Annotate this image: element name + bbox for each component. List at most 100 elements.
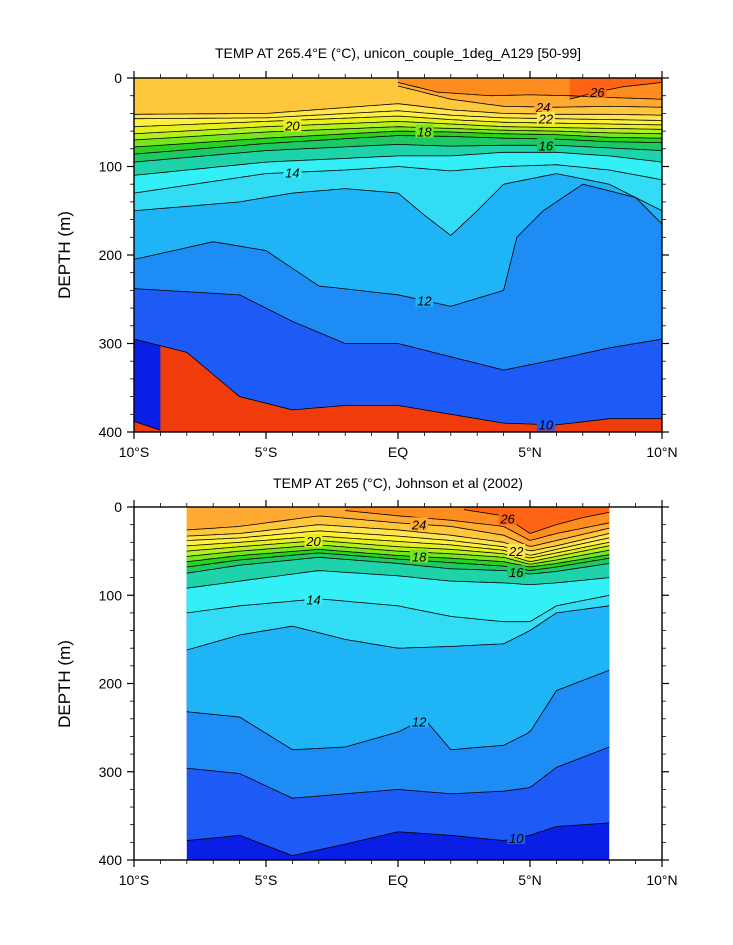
top-contour-16 [134, 143, 662, 163]
bottom-xtick-label-4: 10°N [646, 872, 677, 888]
bottom-contour-label-bg-26 [498, 511, 517, 525]
bottom-contour-label-18: 18 [412, 550, 427, 565]
bottom-contour-17 [186, 552, 610, 571]
bottom-ytick-label-1: 100 [99, 587, 123, 603]
top-contour-label-16: 16 [539, 138, 554, 153]
top-contour-20 [134, 120, 662, 135]
bottom-contour-label-26: 26 [499, 511, 515, 526]
bottom-contour-label-bg-12 [410, 714, 429, 728]
bottom-contour-19 [186, 544, 610, 565]
top-contour-label-bg-24 [534, 99, 553, 113]
bottom-contour-label-24: 24 [411, 517, 426, 532]
bottom-contour-18 [186, 549, 610, 568]
bottom-contour-13 [186, 605, 610, 651]
top-xtick-label-0: 10°S [119, 444, 150, 460]
top-contour-label-22: 22 [538, 112, 554, 127]
top-panel-ylabel: DEPTH (m) [55, 211, 74, 299]
top-contour-label-20: 20 [284, 119, 300, 134]
bottom-contour-10 [186, 822, 610, 857]
top-contour-label-bg-12 [415, 293, 434, 307]
top-contour-label-bg-20 [283, 118, 302, 132]
bottom-contour-label-bg-20 [304, 533, 323, 547]
top-ytick-label-1: 100 [99, 159, 123, 175]
top-panel-title: TEMP AT 265.4°E (°C), unicon_couple_1deg… [215, 45, 581, 61]
top-contour-18 [134, 130, 662, 148]
top-contour-label-bg-22 [536, 111, 555, 125]
bottom-xtick-label-2: EQ [388, 872, 408, 888]
bottom-contour-21 [186, 535, 610, 559]
top-xtick-label-2: EQ [388, 444, 408, 460]
top-contour-label-bg-10 [536, 417, 555, 431]
bottom-contour-label-bg-24 [410, 517, 429, 531]
bottom-contour-label-16: 16 [509, 565, 524, 580]
bottom-contour-label-bg-22 [507, 543, 526, 557]
top-contour-label-bg-26 [588, 84, 607, 98]
bottom-contour-11 [186, 746, 610, 799]
bottom-contour-23 [186, 524, 610, 552]
top-contour-9 [134, 421, 161, 431]
top-contour-26 [569, 82, 662, 100]
top-ytick-label-2: 200 [99, 247, 123, 263]
bottom-xtick-label-0: 10°S [119, 872, 150, 888]
bottom-ytick-label-3: 300 [99, 764, 123, 780]
top-contour-10 [134, 338, 662, 426]
bottom-contour-label-10: 10 [509, 831, 524, 846]
bottom-xtick-label-3: 5°N [518, 872, 542, 888]
bottom-contour-15 [186, 570, 610, 589]
bottom-contour-label-20: 20 [305, 534, 321, 549]
top-contour-17 [134, 135, 662, 155]
top-xtick-label-3: 5°N [518, 444, 542, 460]
bottom-contour-25 [345, 510, 610, 541]
top-ytick-label-4: 400 [99, 424, 123, 440]
top-contour-13 [134, 173, 662, 237]
bottom-contour-22 [186, 530, 610, 556]
bottom-contour-label-bg-10 [507, 831, 526, 845]
top-contour-label-bg-14 [283, 165, 302, 179]
bottom-contour-24 [186, 515, 610, 547]
top-contour-label-bg-18 [415, 124, 434, 138]
top-panel: TEMP AT 265.4°E (°C), unicon_couple_1deg… [55, 45, 678, 460]
top-panel-axes: 10°S 5°S EQ 5°N 10°N 0 100 200 300 400 [99, 70, 678, 460]
top-contour-14 [134, 164, 662, 194]
bottom-contour-20 [186, 540, 610, 562]
top-contour-11 [134, 288, 662, 371]
top-contour-15 [134, 151, 662, 176]
top-contour-21 [134, 115, 662, 128]
top-contour-label-10: 10 [539, 418, 554, 433]
top-contour-23 [134, 103, 662, 116]
bottom-contour-26 [463, 509, 610, 534]
bottom-panel-contours [186, 509, 610, 857]
bottom-ytick-label-0: 0 [114, 499, 122, 515]
top-contour-24 [397, 85, 662, 108]
bottom-panel: TEMP AT 265 (°C), Johnson et al (2002) 2… [55, 475, 678, 888]
bottom-contour-12 [186, 669, 610, 751]
top-fill-band-26 [569, 78, 662, 100]
bottom-panel-ylabel: DEPTH (m) [55, 640, 74, 728]
top-contour-label-18: 18 [417, 125, 432, 140]
bottom-panel-fill [186, 507, 610, 860]
bottom-contour-label-14: 14 [306, 592, 320, 607]
top-contour-label-bg-16 [536, 138, 555, 152]
bottom-xtick-label-1: 5°S [255, 872, 278, 888]
bottom-contour-label-bg-18 [410, 549, 429, 563]
top-ytick-label-0: 0 [114, 70, 122, 86]
top-contour-25 [397, 82, 662, 100]
top-contour-label-24: 24 [535, 100, 550, 115]
bottom-contour-label-12: 12 [412, 714, 427, 729]
bottom-contour-label-22: 22 [508, 544, 524, 559]
top-contour-19 [134, 126, 662, 141]
top-contour-label-12: 12 [417, 294, 432, 309]
bottom-panel-title: TEMP AT 265 (°C), Johnson et al (2002) [273, 475, 523, 491]
top-xtick-label-1: 5°S [255, 444, 278, 460]
bottom-contour-16 [186, 556, 610, 575]
top-xtick-label-4: 10°N [646, 444, 677, 460]
top-panel-contours [134, 82, 662, 431]
top-contour-label-26: 26 [589, 85, 605, 100]
top-contour-22 [134, 110, 662, 121]
bottom-contour-14 [186, 594, 610, 623]
top-ytick-label-3: 300 [99, 336, 123, 352]
bottom-contour-label-bg-14 [304, 592, 323, 606]
top-contour-label-14: 14 [285, 165, 299, 180]
top-contour-12 [134, 183, 662, 307]
